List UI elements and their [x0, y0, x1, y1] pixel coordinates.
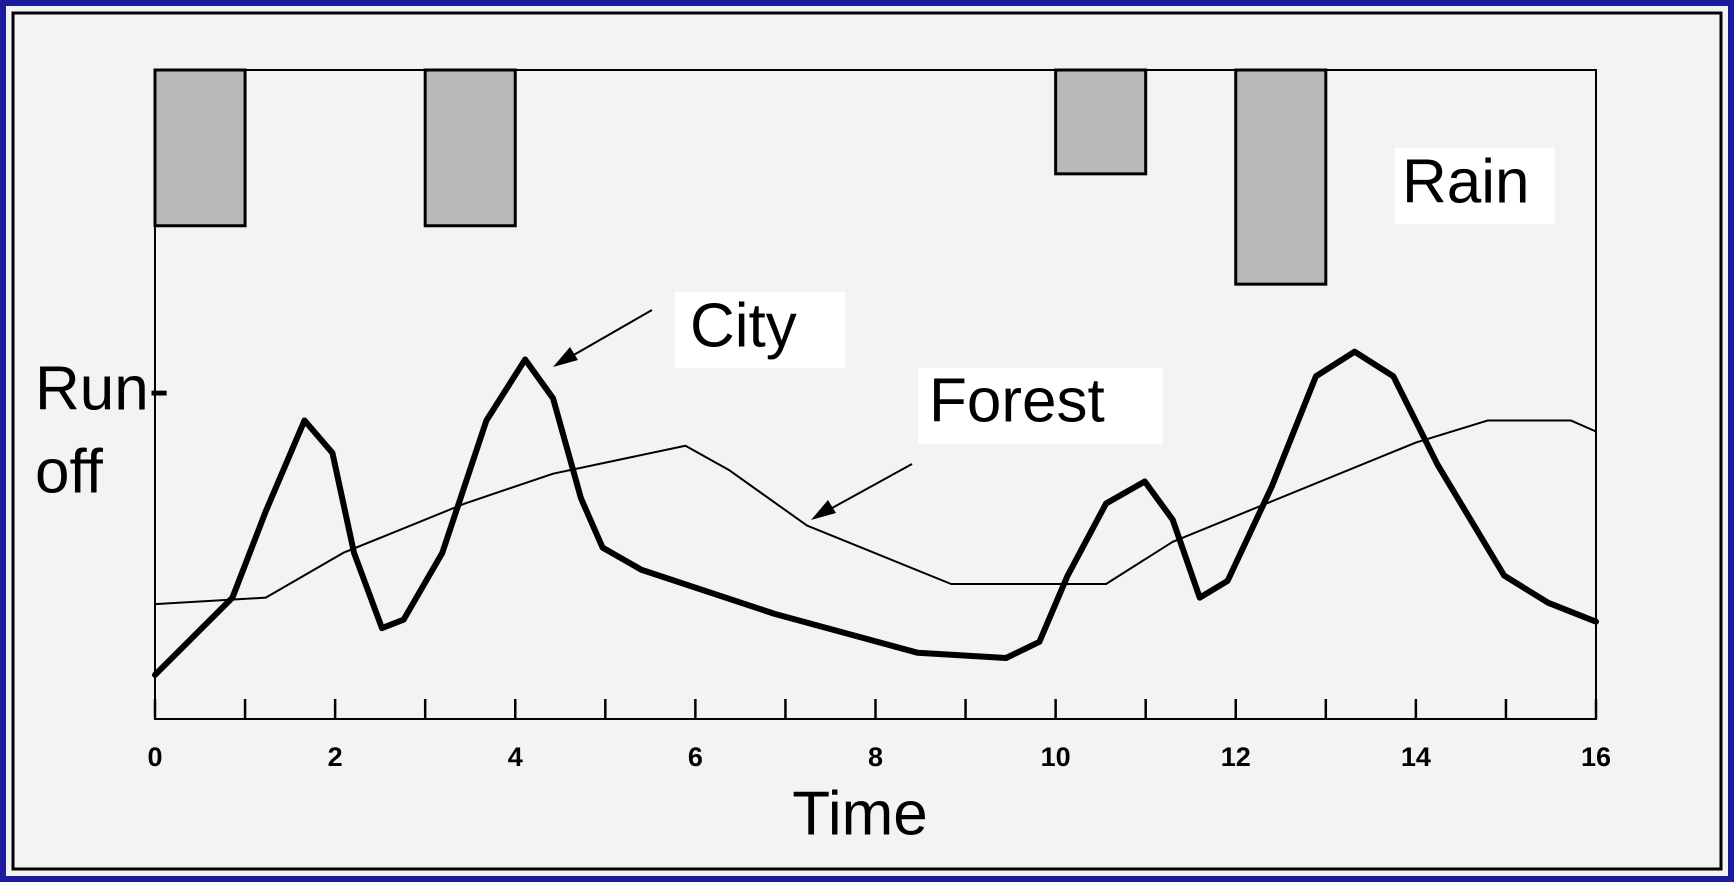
rain-bar [1054, 68, 1148, 176]
y-axis-label: off [35, 437, 104, 506]
forest-arrow [811, 463, 913, 520]
x-tick-label: 4 [508, 742, 523, 772]
x-tick-label: 0 [147, 742, 162, 772]
label-bg [918, 368, 1163, 444]
x-tick-label: 2 [328, 742, 343, 772]
y-axis-label: Run- [35, 354, 169, 423]
series-line [154, 419, 1597, 606]
x-tick-label: 16 [1581, 742, 1611, 772]
city-label: City [690, 291, 797, 360]
forest-label: Forest [929, 366, 1105, 435]
rain-bar [1234, 68, 1328, 286]
rain-bar [153, 68, 247, 228]
x-tick-label: 12 [1221, 742, 1251, 772]
x-tick-label: 14 [1401, 742, 1431, 772]
frame-border [11, 11, 1723, 871]
x-tick-label: 8 [868, 742, 883, 772]
label-bg [675, 292, 845, 368]
rain-label: Rain [1402, 147, 1530, 216]
city-arrow [553, 309, 653, 367]
rain-bar [423, 68, 517, 228]
x-axis-label: Time [792, 779, 927, 848]
label-bg [1395, 148, 1555, 224]
series-line [152, 348, 1599, 678]
x-tick-label: 6 [688, 742, 703, 772]
x-tick-label: 10 [1041, 742, 1071, 772]
